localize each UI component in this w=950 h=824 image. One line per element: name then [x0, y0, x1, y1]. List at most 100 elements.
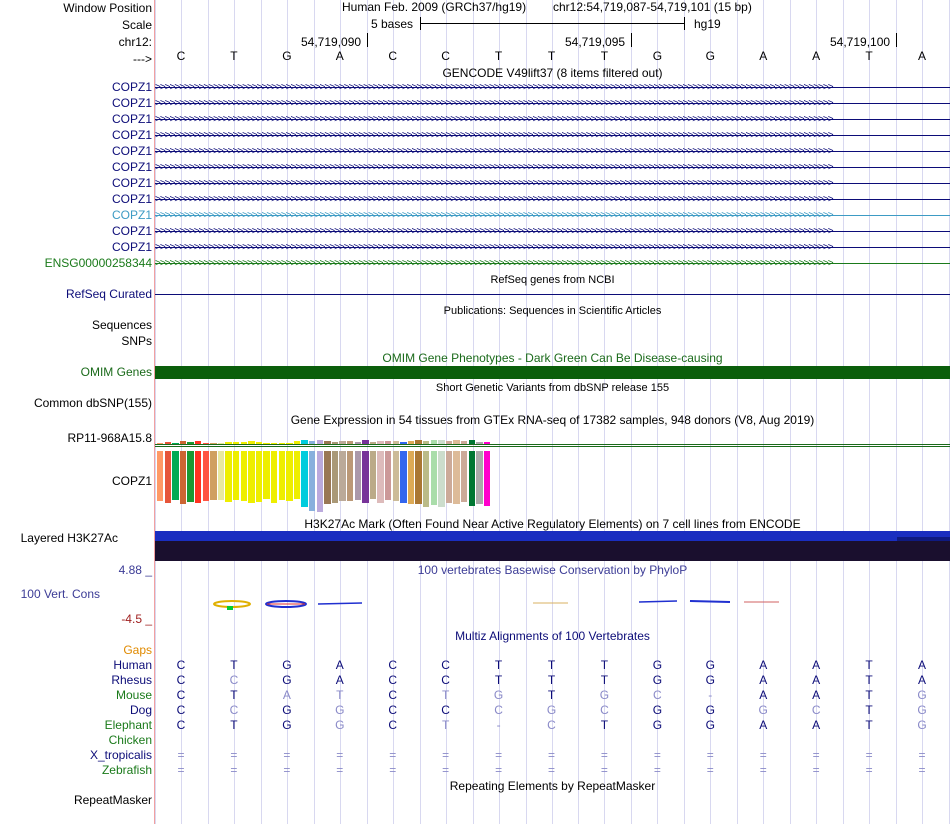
gtex-top-tissue-bar[interactable]	[316, 440, 323, 444]
species-label[interactable]: Chicken	[108, 733, 152, 747]
gtex-top-tissue-bar[interactable]	[400, 442, 407, 444]
gtex-tissue-bar[interactable]	[468, 451, 475, 506]
gencode-item-label[interactable]: COPZ1	[111, 224, 152, 238]
gtex-tissue-bar[interactable]	[331, 451, 339, 503]
gtex-tissue-bar[interactable]	[210, 451, 217, 500]
gtex-tissue-bar[interactable]	[339, 451, 346, 501]
gtex-top-tissue-bar[interactable]	[331, 442, 339, 444]
gtex-tissue-bar[interactable]	[217, 451, 225, 500]
repeatmasker-track-label[interactable]: RepeatMasker	[73, 793, 152, 807]
gtex-top-tissue-bar[interactable]	[271, 443, 278, 444]
gtex-tissue-bar[interactable]	[240, 451, 247, 501]
gencode-transcript[interactable]: >>>>>>>>>>>>>>>>>>>>>>>>>>>>>>>>>>>>>>>>…	[155, 162, 950, 173]
gtex-tissue-bar[interactable]	[483, 451, 491, 506]
gtex-top-tissue-bar[interactable]	[483, 442, 491, 444]
gencode-item-label[interactable]: COPZ1	[111, 160, 152, 174]
species-label[interactable]: X_tropicalis	[89, 748, 152, 762]
gtex-top-tissue-bar[interactable]	[339, 441, 346, 444]
gtex-tissue-bar[interactable]	[233, 451, 240, 500]
gtex-top-tissue-bar[interactable]	[164, 442, 171, 444]
gencode-item-label[interactable]: COPZ1	[111, 240, 152, 254]
gencode-transcript[interactable]: >>>>>>>>>>>>>>>>>>>>>>>>>>>>>>>>>>>>>>>>…	[155, 98, 950, 109]
h3k27ac-layer-dark[interactable]	[155, 541, 950, 561]
gtex-tissue-bar[interactable]	[172, 451, 179, 500]
gtex-tissue-bar[interactable]	[430, 451, 437, 505]
gencode-item-label[interactable]: COPZ1	[111, 96, 152, 110]
snps-track-label[interactable]: SNPs	[121, 334, 152, 348]
gtex-tissue-bar[interactable]	[309, 451, 316, 511]
gtex-top-tissue-bar[interactable]	[423, 441, 430, 444]
gencode-transcript[interactable]: >>>>>>>>>>>>>>>>>>>>>>>>>>>>>>>>>>>>>>>>…	[155, 194, 950, 205]
gtex-top-tissue-bar[interactable]	[453, 440, 460, 444]
gtex-top-tissue-bar[interactable]	[286, 443, 293, 444]
gtex-tissue-bar[interactable]	[407, 451, 415, 504]
gtex-main-label[interactable]: COPZ1	[111, 474, 152, 488]
gtex-tissue-bar[interactable]	[400, 451, 407, 503]
species-label[interactable]: Human	[113, 658, 152, 672]
gtex-tissue-bar[interactable]	[195, 451, 202, 503]
gtex-top-tissue-bar[interactable]	[476, 442, 483, 444]
gtex-top-tissue-bar[interactable]	[430, 440, 437, 444]
gencode-transcript[interactable]: >>>>>>>>>>>>>>>>>>>>>>>>>>>>>>>>>>>>>>>>…	[155, 178, 950, 189]
gtex-top-tissue-bar[interactable]	[347, 441, 354, 444]
gtex-top-label[interactable]: RP11-968A15.8	[67, 431, 152, 445]
gtex-top-tissue-bar[interactable]	[248, 441, 255, 444]
gtex-tissue-bar[interactable]	[293, 451, 301, 499]
gtex-top-tissue-bar[interactable]	[195, 441, 202, 444]
gtex-top-tissue-bar[interactable]	[377, 441, 384, 444]
species-label[interactable]: Elephant	[104, 718, 152, 732]
gtex-tissue-bar[interactable]	[179, 451, 187, 504]
gtex-tissue-bar[interactable]	[354, 451, 361, 500]
omim-track-label[interactable]: OMIM Genes	[80, 365, 152, 379]
cons-track-label[interactable]: 100 Vert. Cons	[20, 587, 100, 601]
h3k27ac-layer-blue[interactable]	[155, 531, 950, 541]
gencode-item-label[interactable]: COPZ1	[111, 112, 152, 126]
gtex-top-tissue-bar[interactable]	[225, 442, 232, 444]
gencode-item-label[interactable]: ENSG00000258344	[44, 256, 152, 270]
gtex-tissue-bar[interactable]	[445, 451, 453, 503]
gtex-tissue-bar[interactable]	[202, 451, 209, 501]
gtex-tissue-bar[interactable]	[301, 451, 308, 507]
gtex-tissue-bar[interactable]	[461, 451, 468, 502]
gtex-tissue-bar[interactable]	[248, 451, 255, 503]
gtex-top-tissue-bar[interactable]	[179, 441, 187, 444]
h3k27ac-track-label[interactable]: Layered H3K27Ac	[20, 531, 118, 545]
gencode-transcript[interactable]: >>>>>>>>>>>>>>>>>>>>>>>>>>>>>>>>>>>>>>>>…	[155, 82, 950, 93]
gtex-tissue-bar[interactable]	[225, 451, 232, 502]
gtex-top-tissue-bar[interactable]	[293, 441, 301, 444]
gencode-transcript[interactable]: >>>>>>>>>>>>>>>>>>>>>>>>>>>>>>>>>>>>>>>>…	[155, 242, 950, 253]
gtex-tissue-bar[interactable]	[438, 451, 445, 507]
gtex-top-tissue-bar[interactable]	[415, 440, 422, 444]
gtex-top-tissue-bar[interactable]	[210, 443, 217, 444]
gtex-tissue-bar[interactable]	[347, 451, 354, 501]
gtex-tissue-bar[interactable]	[157, 451, 164, 501]
gtex-top-tissue-bar[interactable]	[187, 442, 194, 444]
gtex-top-tissue-bar[interactable]	[233, 442, 240, 444]
sequences-track-label[interactable]: Sequences	[91, 318, 152, 332]
gencode-item-label[interactable]: COPZ1	[111, 192, 152, 206]
gencode-item-label[interactable]: COPZ1	[111, 144, 152, 158]
cons-graph[interactable]	[155, 596, 950, 616]
refseq-track-label[interactable]: RefSeq Curated	[65, 287, 152, 301]
gtex-tissue-bar[interactable]	[377, 451, 384, 503]
gtex-tissue-bar[interactable]	[324, 451, 331, 504]
gtex-top-tissue-bar[interactable]	[157, 443, 164, 444]
gtex-tissue-bar[interactable]	[453, 451, 460, 504]
species-label[interactable]: Zebrafish	[101, 763, 152, 777]
gtex-tissue-bar[interactable]	[286, 451, 293, 501]
gtex-tissue-bar[interactable]	[271, 451, 278, 503]
gtex-tissue-bar[interactable]	[316, 451, 323, 512]
gtex-tissue-bar[interactable]	[369, 451, 377, 499]
gtex-top-tissue-bar[interactable]	[362, 440, 369, 444]
tracks-area[interactable]: Human Feb. 2009 (GRCh37/hg19) chr12:54,7…	[155, 0, 950, 824]
gtex-top-tissue-bar[interactable]	[217, 443, 225, 444]
species-label[interactable]: Dog	[129, 703, 152, 717]
gtex-top-tissue-bar[interactable]	[309, 441, 316, 444]
gencode-transcript[interactable]: >>>>>>>>>>>>>>>>>>>>>>>>>>>>>>>>>>>>>>>>…	[155, 226, 950, 237]
gtex-top-tissue-bar[interactable]	[445, 441, 453, 444]
gtex-top-tissue-bar[interactable]	[324, 441, 331, 444]
gtex-top-tissue-bar[interactable]	[407, 441, 415, 444]
gtex-tissue-bar[interactable]	[385, 451, 392, 500]
gtex-top-tissue-bar[interactable]	[263, 443, 270, 444]
gtex-tissue-bar[interactable]	[423, 451, 430, 507]
